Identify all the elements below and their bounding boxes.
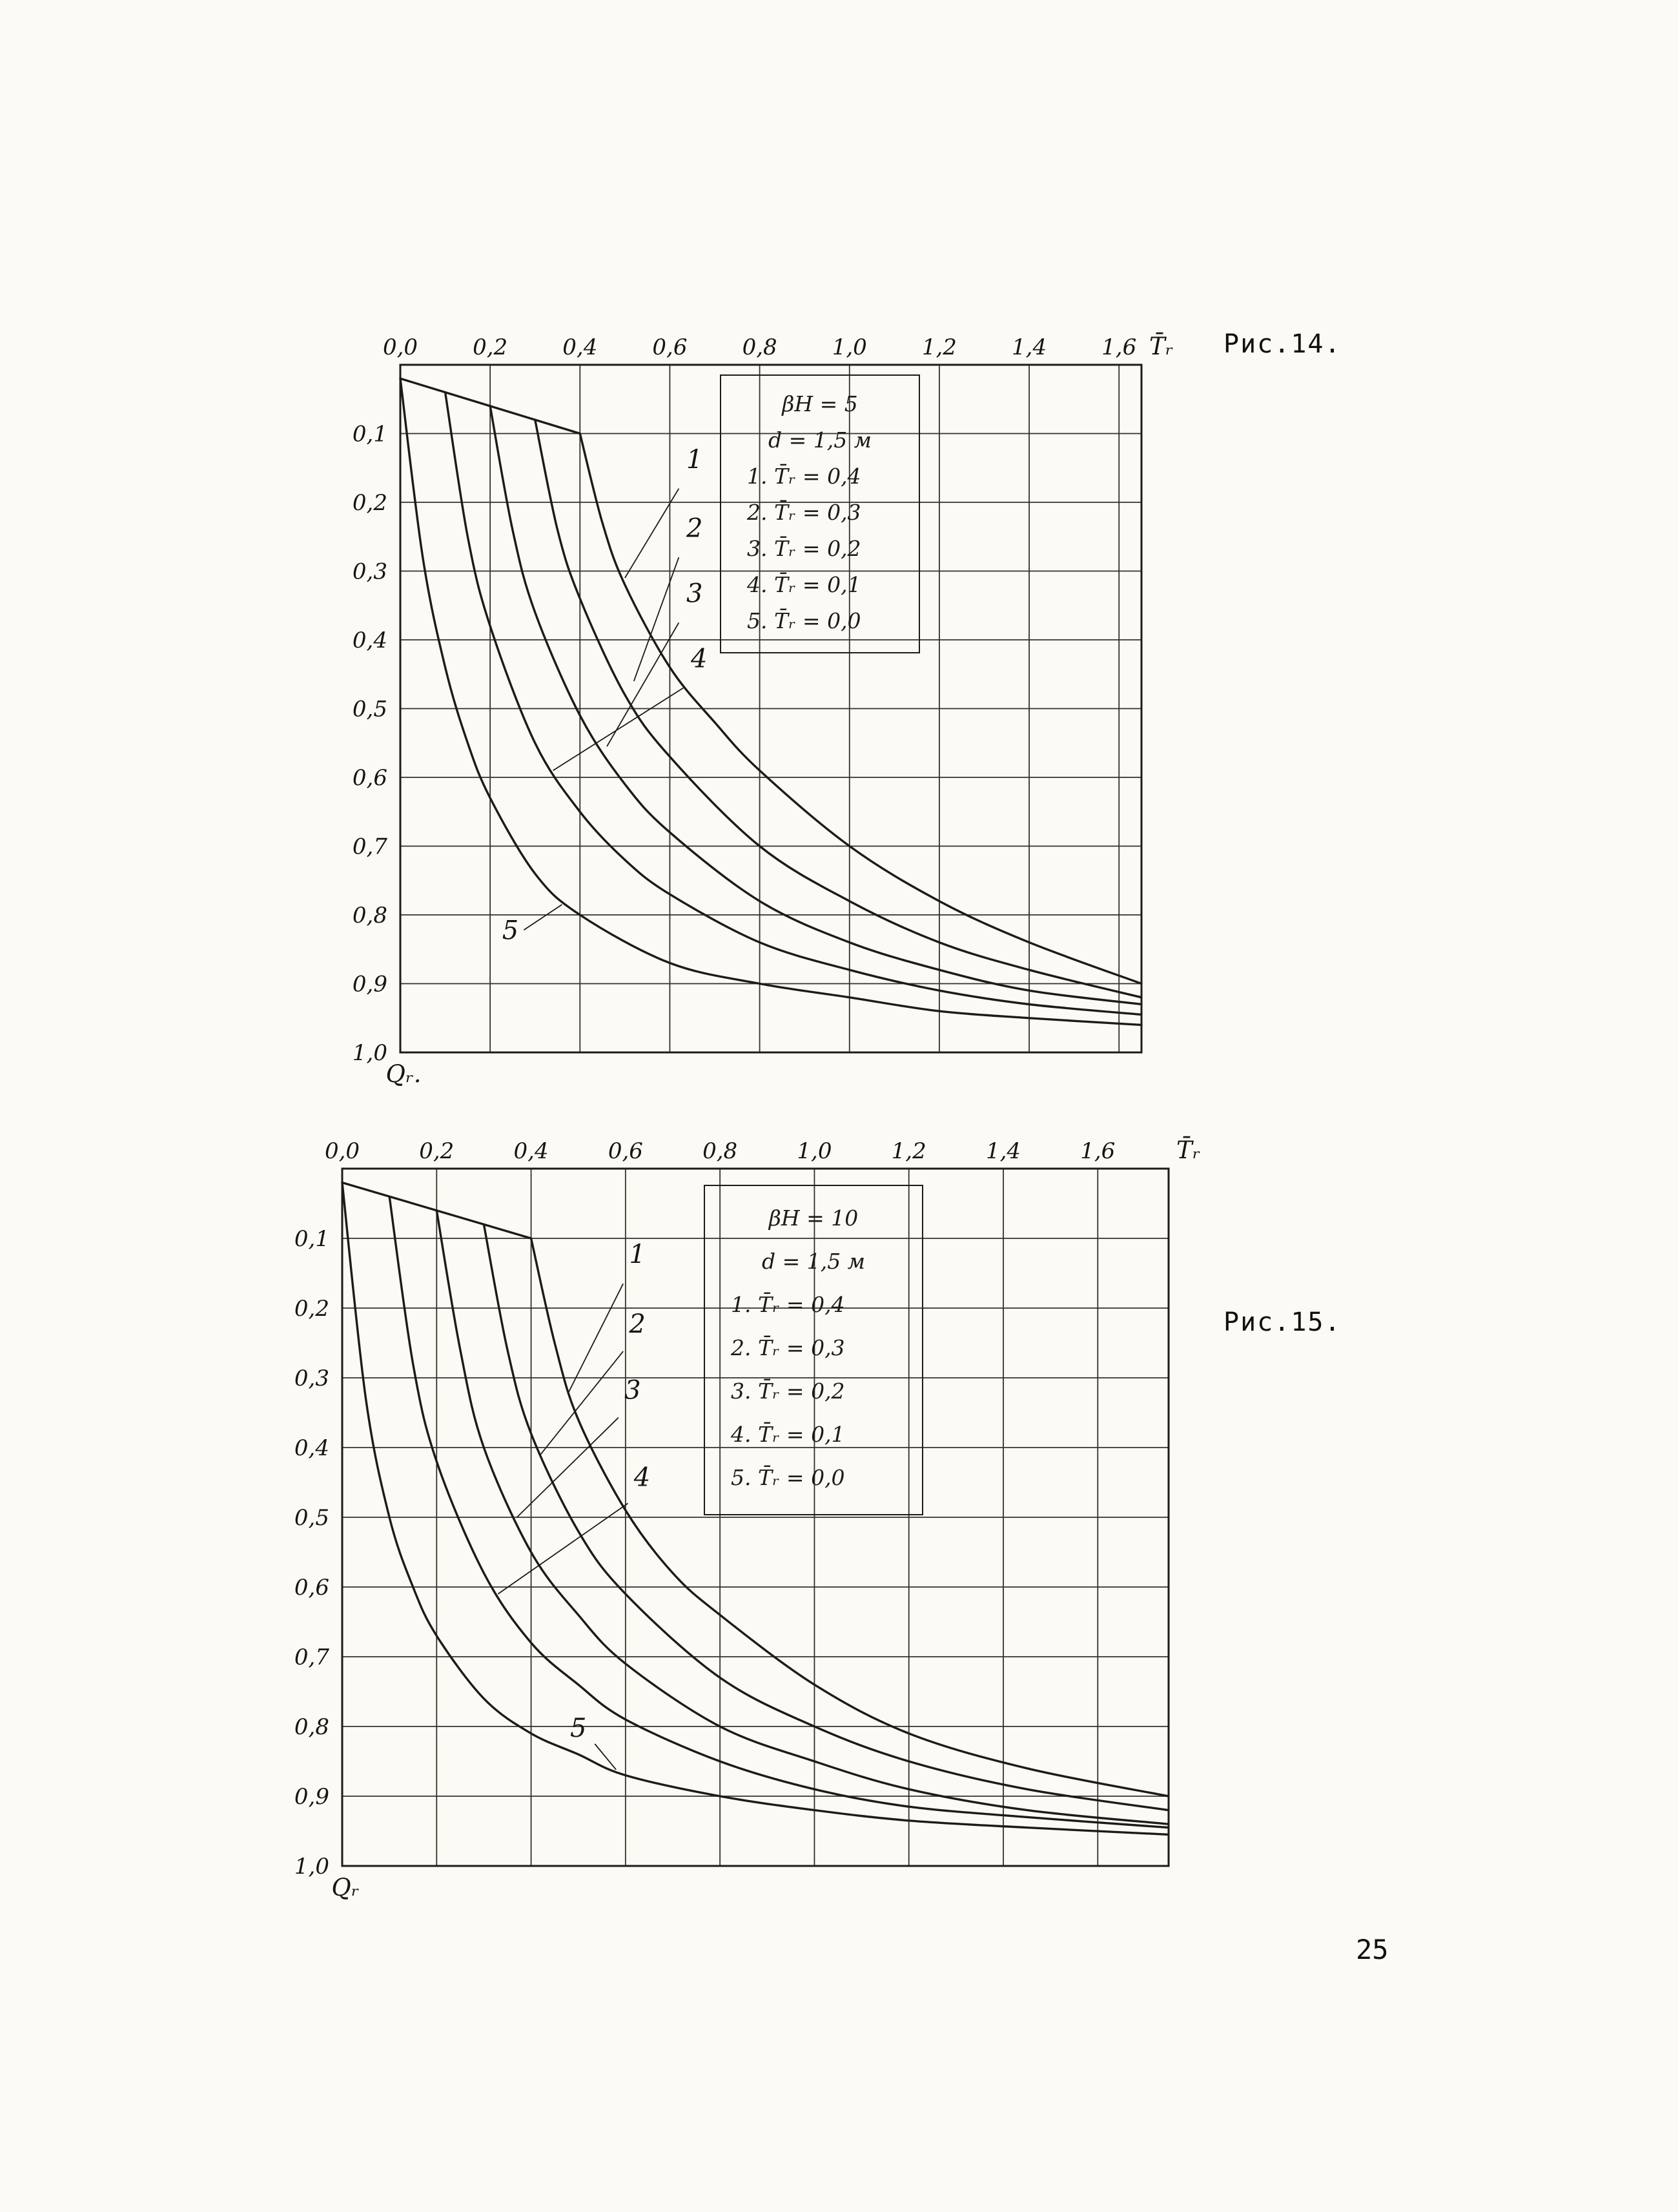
legend-param-betaH: βH = 10	[768, 1205, 859, 1231]
y-tick-label: 0,8	[294, 1714, 329, 1740]
legend-item-1: 1. T̄ᵣ = 0,4	[747, 464, 861, 489]
y-tick-label: 0,9	[353, 972, 387, 998]
y-axis-label: Qᵣ.	[386, 1060, 422, 1088]
legend-item-2: 2. T̄ᵣ = 0,3	[747, 500, 861, 525]
legend-box-14: βH = 5 d = 1,5 м 1. T̄ᵣ = 0,4 2. T̄ᵣ = 0…	[720, 374, 920, 653]
annotation-leader-5	[523, 904, 562, 931]
curve-label-4: 4	[633, 1462, 650, 1492]
curve-series-5	[399, 377, 1143, 1027]
figure-15-caption: Рис.15.	[1223, 1307, 1342, 1337]
legend-item-4: 4. T̄ᵣ = 0,1	[731, 1422, 845, 1447]
y-tick-label: 0,1	[353, 422, 387, 447]
y-tick-label: 0,2	[353, 490, 387, 516]
annotation-leader-4	[553, 687, 684, 772]
x-tick-label: 0,0	[383, 334, 418, 360]
curve-series-4	[388, 1195, 1170, 1829]
chart-15-canvas: 0,0 0,2 0,4 0,6 0,8 1,0 1,2 1,4 1,6 T̄ᵣ 0,1 0,2 0,3 0…	[294, 1136, 1201, 1901]
curve-label-3: 3	[624, 1375, 640, 1405]
legend-box-15: βH = 10 d = 1,5 м 1. T̄ᵣ = 0,4 2. T̄ᵣ = …	[704, 1185, 923, 1515]
x-tick-label: 0,6	[608, 1138, 643, 1164]
figure-14: 0,0 0,2 0,4 0,6 0,8 1,0 1,2 1,4 1,6 T̄ᵣ 0,1 0,2 0,3 0…	[349, 294, 1201, 1120]
x-tick-label: 1,6	[1080, 1138, 1115, 1164]
x-tick-label: 0,0	[325, 1138, 360, 1164]
y-tick-label: 0,3	[294, 1366, 329, 1391]
legend-item-5: 5. T̄ᵣ = 0,0	[731, 1465, 845, 1490]
curve-series-1	[578, 432, 1143, 985]
curve-series-2	[534, 418, 1143, 999]
annotation-leader-3	[516, 1417, 619, 1518]
plot-border	[341, 1167, 1170, 1867]
y-tick-label: 0,6	[353, 765, 387, 791]
y-tick-label: 0,7	[353, 834, 387, 860]
annotation-leader-2	[540, 1351, 624, 1455]
curve-label-1: 1	[686, 445, 702, 475]
x-axis-label: T̄ᵣ	[1176, 1136, 1201, 1164]
legend-item-1: 1. T̄ᵣ = 0,4	[731, 1292, 845, 1317]
y-tick-label: 0,4	[353, 628, 387, 653]
chart-14-canvas: 0,0 0,2 0,4 0,6 0,8 1,0 1,2 1,4 1,6 T̄ᵣ 0,1 0,2 0,3 0…	[353, 332, 1174, 1088]
curve-series-2	[482, 1223, 1170, 1812]
curve-series-3	[435, 1209, 1170, 1825]
x-tick-label: 1,6	[1101, 334, 1136, 360]
legend-item-5: 5. T̄ᵣ = 0,0	[747, 608, 861, 633]
curve-label-4: 4	[690, 644, 707, 674]
x-tick-label: 0,4	[562, 334, 597, 360]
curve-label-1: 1	[629, 1240, 645, 1269]
x-tick-label: 1,4	[1012, 334, 1047, 360]
page-number: 25	[1356, 1934, 1389, 1965]
annotation-leader-5	[594, 1743, 617, 1770]
plot-border	[399, 364, 1143, 1054]
x-tick-label: 0,8	[742, 334, 777, 360]
annotation-leader-4	[497, 1502, 629, 1595]
y-tick-label: 0,2	[294, 1296, 329, 1322]
y-tick-label: 0,5	[294, 1505, 329, 1531]
curve-label-5: 5	[502, 916, 518, 945]
y-tick-label: 0,8	[353, 903, 387, 928]
curve-label-5: 5	[570, 1714, 586, 1743]
annotation-leader-3	[606, 622, 680, 747]
y-tick-label: 0,9	[294, 1784, 329, 1810]
y-tick-label: 0,3	[353, 559, 387, 585]
x-tick-label: 1,2	[892, 1138, 926, 1164]
curve-series-3	[489, 405, 1143, 1006]
curve-series-4	[444, 391, 1143, 1016]
figure-14-caption: Рис.14.	[1223, 329, 1342, 359]
legend-param-d: d = 1,5 м	[761, 1249, 866, 1274]
curve-series-5	[341, 1181, 1170, 1836]
x-tick-label: 1,4	[986, 1138, 1021, 1164]
y-axis-label: Qᵣ	[331, 1874, 359, 1901]
y-tick-label: 1,0	[294, 1854, 329, 1879]
legend-item-3: 3. T̄ᵣ = 0,2	[731, 1378, 845, 1404]
legend-item-2: 2. T̄ᵣ = 0,3	[731, 1335, 845, 1360]
legend-param-betaH: βH = 5	[782, 391, 858, 416]
curve-label-2: 2	[628, 1309, 645, 1339]
y-tick-label: 0,4	[294, 1435, 329, 1461]
x-tick-label: 1,0	[832, 334, 867, 360]
legend-item-3: 3. T̄ᵣ = 0,2	[747, 536, 861, 561]
curve-label-2: 2	[686, 513, 702, 543]
y-tick-label: 0,7	[294, 1644, 329, 1670]
curve-label-3: 3	[686, 579, 702, 608]
legend-item-4: 4. T̄ᵣ = 0,1	[747, 572, 861, 597]
figure-15: 0,0 0,2 0,4 0,6 0,8 1,0 1,2 1,4 1,6 T̄ᵣ 0,1 0,2 0,3 0…	[291, 1120, 1214, 1985]
y-tick-label: 0,5	[353, 697, 387, 722]
curve-series-1	[529, 1237, 1170, 1797]
x-tick-label: 0,4	[514, 1138, 549, 1164]
x-tick-label: 0,2	[473, 334, 507, 360]
x-tick-label: 1,0	[797, 1138, 832, 1164]
annotation-leader-1	[568, 1283, 624, 1393]
x-tick-label: 0,8	[702, 1138, 737, 1164]
y-tick-label: 0,6	[294, 1575, 329, 1601]
x-tick-label: 0,2	[419, 1138, 454, 1164]
y-tick-label: 1,0	[353, 1040, 387, 1066]
x-axis-label: T̄ᵣ	[1149, 332, 1174, 360]
y-tick-label: 0,1	[294, 1226, 329, 1252]
x-tick-label: 0,6	[652, 334, 687, 360]
annotation-leader-1	[624, 488, 680, 579]
x-tick-label: 1,2	[922, 334, 957, 360]
legend-param-d: d = 1,5 м	[768, 427, 872, 453]
annotation-leader-2	[633, 557, 680, 682]
